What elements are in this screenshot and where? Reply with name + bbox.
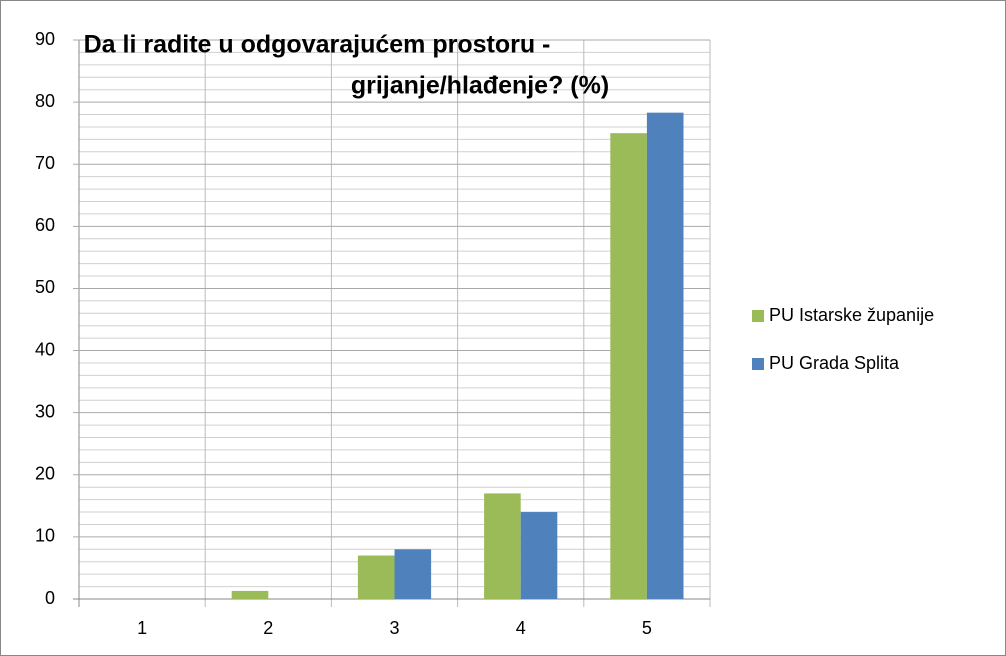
- y-tick-label: 0: [45, 588, 55, 608]
- bar: [520, 512, 558, 599]
- legend-label: PU Istarske županije: [769, 305, 934, 325]
- y-tick-label: 60: [35, 215, 55, 235]
- bar: [357, 555, 395, 599]
- bar: [484, 493, 521, 599]
- y-tick-label: 10: [35, 526, 55, 546]
- y-tick-label: 50: [35, 277, 55, 297]
- x-tick-label: 5: [642, 618, 652, 638]
- legend-swatch: [752, 310, 764, 322]
- bar: [646, 112, 684, 600]
- chart-title: Da li radite u odgovarajućem prostoru -: [84, 31, 551, 59]
- y-tick-label: 80: [35, 91, 55, 111]
- legend-swatch: [752, 358, 764, 370]
- x-tick-label: 4: [516, 618, 526, 638]
- y-tick-label: 70: [35, 153, 55, 173]
- x-tick-label: 1: [137, 618, 147, 638]
- y-tick-label: 20: [35, 464, 55, 484]
- legend-label: PU Grada Splita: [769, 353, 900, 373]
- bar: [231, 590, 269, 599]
- x-tick-label: 2: [263, 618, 273, 638]
- y-tick-label: 40: [35, 339, 55, 359]
- y-tick-label: 90: [35, 29, 55, 49]
- bar: [394, 549, 432, 599]
- y-tick-label: 30: [35, 401, 55, 421]
- chart-title: grijanje/hlađenje? (%): [351, 72, 609, 100]
- bar: [610, 133, 647, 599]
- x-tick-label: 3: [389, 618, 399, 638]
